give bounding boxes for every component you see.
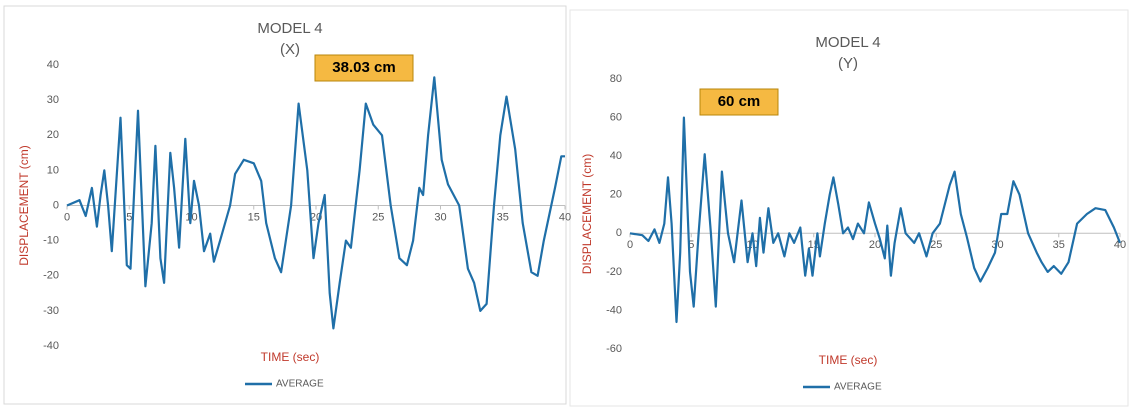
y-tick-label: 40 [47, 59, 59, 71]
y-tick-label: 80 [610, 73, 622, 85]
y-tick-label: 30 [47, 94, 59, 106]
x-tick-label: 30 [991, 239, 1003, 251]
y-tick-label: -60 [606, 343, 622, 355]
y-tick-label: 0 [616, 227, 622, 239]
x-tick-label: 35 [497, 211, 509, 223]
legend-label: AVERAGE [276, 379, 324, 390]
annotation: 38.03 cm [332, 59, 395, 76]
x-tick-label: 15 [248, 211, 260, 223]
y-tick-label: -30 [43, 305, 59, 317]
annotation: 60 cm [718, 93, 761, 110]
x-axis-label: TIME (sec) [261, 350, 320, 364]
y-tick-label: 40 [610, 150, 622, 162]
x-tick-label: 35 [1053, 239, 1065, 251]
annotation-box [314, 54, 414, 82]
chart-title: MODEL 4 [815, 34, 880, 51]
x-tick-label: 5 [688, 239, 694, 251]
y-axis-label: DISPLACEMENT (cm) [580, 154, 594, 274]
line-series [629, 116, 1122, 324]
x-axis-label: TIME (sec) [819, 353, 878, 367]
y-tick-label: 20 [47, 129, 59, 141]
x-tick-label: 20 [869, 239, 881, 251]
x-tick-label: 25 [372, 211, 384, 223]
y-tick-label: -20 [606, 266, 622, 278]
chart-subtitle: (X) [280, 41, 300, 58]
y-tick-label: -40 [606, 304, 622, 316]
y-tick-label: -20 [43, 270, 59, 282]
x-tick-label: 25 [930, 239, 942, 251]
y-tick-label: -10 [43, 235, 59, 247]
y-tick-label: 60 [610, 111, 622, 123]
chart-subtitle: (Y) [838, 55, 858, 72]
y-tick-label: 0 [53, 199, 59, 211]
panel-border [569, 9, 1129, 407]
x-tick-label: 40 [1114, 239, 1126, 251]
y-tick-label: 10 [47, 164, 59, 176]
line-series [66, 76, 565, 330]
y-tick-label: 20 [610, 189, 622, 201]
chart-title: MODEL 4 [257, 20, 322, 37]
x-tick-label: 5 [126, 211, 132, 223]
annotation-box [699, 88, 779, 116]
y-tick-label: -40 [43, 340, 59, 352]
x-tick-label: 0 [627, 239, 633, 251]
x-tick-label: 40 [559, 211, 571, 223]
x-tick-label: 0 [64, 211, 70, 223]
legend-label: AVERAGE [834, 382, 882, 393]
x-tick-label: 30 [434, 211, 446, 223]
y-axis-label: DISPLACEMENT (cm) [17, 145, 31, 265]
